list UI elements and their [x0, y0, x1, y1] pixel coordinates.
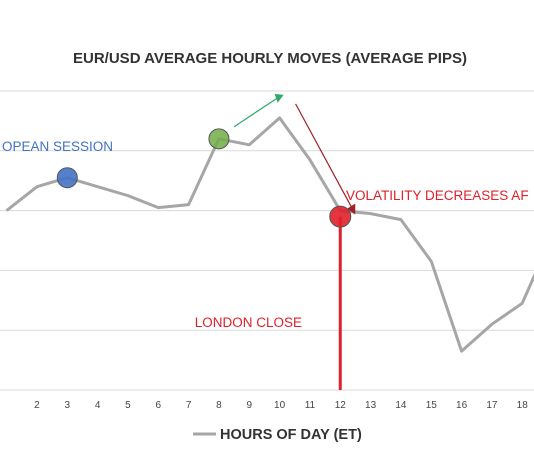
annotation-volatility: VOLATILITY DECREASES AF: [346, 188, 529, 203]
chart-title: EUR/USD AVERAGE HOURLY MOVES (AVERAGE PI…: [73, 50, 467, 67]
marker-point: [329, 205, 352, 228]
x-tick-label: 17: [486, 400, 498, 411]
x-tick-label: 11: [305, 400, 316, 411]
x-tick-label: 9: [246, 400, 252, 411]
gridlines: [0, 90, 534, 391]
x-tick-label: 5: [125, 400, 131, 411]
x-axis-ticks: 2345678910111213141516171819: [34, 400, 529, 411]
x-tick-label: 18: [517, 400, 529, 411]
legend-label: HOURS OF DAY (ET): [220, 427, 362, 443]
x-tick-label: 3: [65, 400, 71, 411]
series-line: [5, 116, 534, 353]
x-tick-label: 8: [216, 400, 222, 411]
annotation-london-close: LONDON CLOSE: [195, 315, 302, 330]
marker-point: [56, 167, 78, 189]
x-tick-label: 16: [456, 400, 468, 411]
x-tick-label: 13: [365, 400, 377, 411]
x-tick-label: 12: [335, 400, 347, 411]
marker-point: [208, 128, 230, 150]
x-tick-label: 6: [155, 400, 161, 411]
x-tick-label: 4: [95, 400, 101, 411]
falling-arrow-head: [347, 203, 356, 215]
rising-arrow: [233, 97, 278, 128]
x-tick-label: 14: [395, 400, 407, 411]
x-tick-label: 2: [34, 400, 40, 411]
rising-arrow-head: [274, 93, 284, 103]
x-tick-label: 10: [274, 400, 286, 411]
annotation-session: OPEAN SESSION: [2, 139, 113, 154]
x-tick-label: 15: [426, 400, 438, 411]
markers: [56, 128, 352, 228]
falling-arrow: [295, 103, 353, 209]
x-tick-label: 7: [186, 400, 192, 411]
